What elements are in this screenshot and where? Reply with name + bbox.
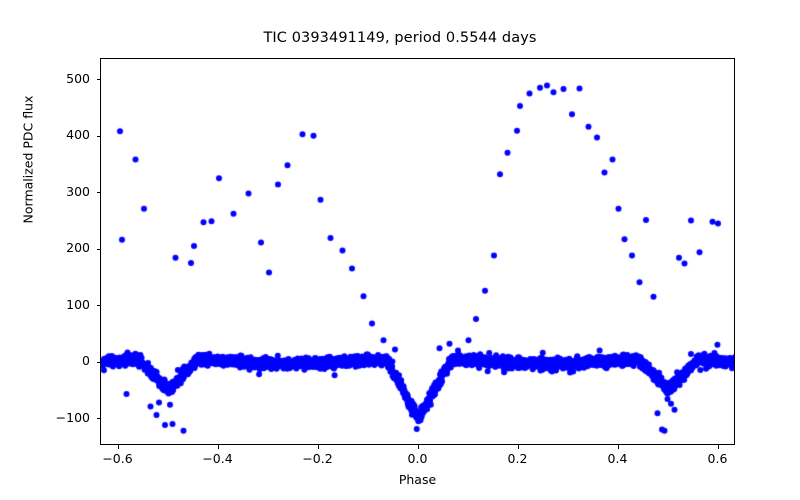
- y-tick-mark: [96, 305, 100, 307]
- plot-axes: [100, 58, 735, 445]
- x-tick-mark: [717, 445, 719, 449]
- y-tick-mark: [96, 192, 100, 194]
- x-tick-label: 0.2: [507, 451, 528, 466]
- x-axis-label: Phase: [398, 472, 437, 487]
- x-tick-mark: [517, 445, 519, 449]
- y-tick-mark: [96, 135, 100, 137]
- y-tick-label: 300: [66, 183, 90, 199]
- y-tick-label: −100: [55, 409, 90, 425]
- x-tick-mark: [117, 445, 119, 449]
- x-tick-label: −0.6: [102, 451, 133, 466]
- x-tick-label: −0.2: [302, 451, 333, 466]
- y-tick-label: 500: [66, 70, 90, 86]
- y-tick-mark: [96, 361, 100, 363]
- y-tick-label: 100: [66, 296, 90, 312]
- page-title: TIC 0393491149, period 0.5544 days: [263, 30, 537, 46]
- y-tick-mark: [96, 248, 100, 250]
- x-tick-label: −0.4: [202, 451, 233, 466]
- x-tick-label: 0.4: [607, 451, 628, 466]
- y-axis-label: Normalized PDC flux: [20, 95, 36, 224]
- y-tick-label: 400: [66, 127, 90, 143]
- x-tick-mark: [417, 445, 419, 449]
- x-tick-mark: [217, 445, 219, 449]
- y-tick-label: 0: [82, 353, 90, 369]
- y-tick-label: 200: [66, 240, 90, 256]
- y-tick-mark: [96, 418, 100, 420]
- y-tick-mark: [96, 79, 100, 81]
- scatter-plot-canvas: [101, 59, 734, 444]
- x-tick-label: 0.6: [707, 451, 728, 466]
- x-tick-label: 0.0: [407, 451, 428, 466]
- x-tick-mark: [317, 445, 319, 449]
- x-tick-mark: [617, 445, 619, 449]
